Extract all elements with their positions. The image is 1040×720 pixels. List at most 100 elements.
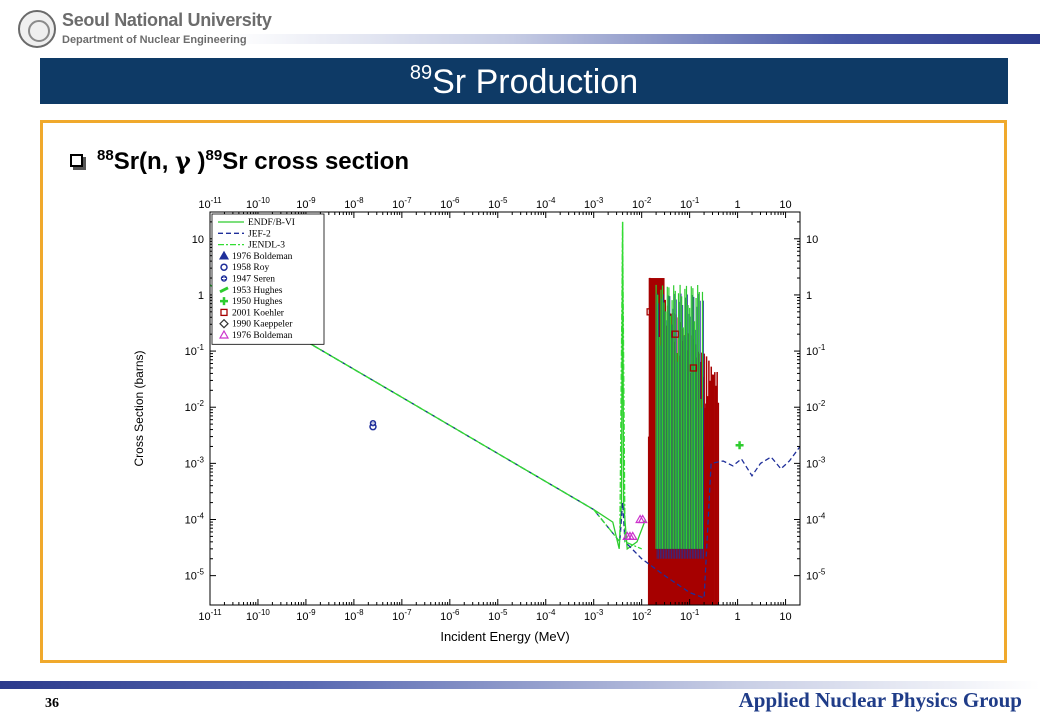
slide-title: 89Sr Production: [40, 58, 1008, 104]
y-tick-label-right: 10: [806, 234, 818, 246]
marker-plus: [735, 441, 744, 450]
x-tick-label-top: 10-10: [246, 196, 270, 211]
x-tick-label-bottom: 10-3: [584, 608, 604, 623]
x-tick-label-bottom: 10-5: [488, 608, 508, 623]
y-tick-label-left: 10-1: [185, 343, 205, 358]
x-tick-label-bottom: 10-7: [392, 608, 412, 623]
x-axis-label: Incident Energy (MeV): [440, 629, 569, 644]
plot-frame: [209, 211, 801, 606]
x-tick-label-top: 10-4: [536, 196, 556, 211]
university-name: Seoul National University: [62, 10, 272, 30]
university-logo: Seoul National University Department of …: [18, 8, 272, 52]
marker-square: [689, 364, 698, 372]
x-tick-label-bottom: 1: [735, 611, 741, 623]
y-tick-label-right: 1: [806, 290, 812, 302]
x-tick-label-bottom: 10-9: [296, 608, 316, 623]
x-tick-label-bottom: 10-11: [198, 608, 222, 623]
bullet-square-icon: [70, 154, 83, 167]
x-tick-label-top: 10-11: [198, 196, 222, 211]
y-tick-label-left: 10-3: [185, 455, 205, 470]
legend-marker: [220, 263, 228, 271]
x-tick-label-top: 10-3: [584, 196, 604, 211]
marker-square: [646, 308, 654, 316]
legend-label: 1976 Boldeman: [232, 252, 293, 262]
header-rule: [228, 34, 1040, 44]
x-tick-label-bottom: 10-1: [680, 608, 700, 623]
y-tick-label-right: 10-3: [806, 455, 825, 470]
marker-triangle-open: [627, 531, 638, 541]
bullet-sup-1: 88: [97, 147, 114, 164]
marker-square: [671, 330, 679, 338]
y-tick-label-right: 10-2: [806, 399, 825, 414]
y-tick-label-right: 10-1: [806, 343, 825, 358]
title-superscript: 89: [409, 62, 433, 84]
legend-label: 1947 Seren: [232, 275, 275, 285]
y-tick-label-right: 10-4: [806, 512, 825, 527]
x-tick-label-top: 10: [779, 199, 791, 211]
bullet-text-3: Sr cross section: [222, 148, 409, 175]
resonance-region: [647, 277, 720, 605]
bullet-text-2: ): [190, 148, 206, 175]
x-tick-label-top: 10-7: [392, 196, 412, 211]
title-text: Sr Production: [432, 63, 639, 101]
y-tick-label-right: 10-5: [806, 568, 825, 583]
bullet-text-1: Sr(n,: [113, 148, 176, 175]
x-tick-label-top: 10-9: [296, 196, 316, 211]
x-tick-label-bottom: 10-10: [246, 608, 270, 623]
x-tick-label-top: 10-5: [488, 196, 508, 211]
y-tick-label-left: 10-2: [185, 399, 205, 414]
x-tick-label-bottom: 10: [779, 611, 791, 623]
page-number: 36: [45, 696, 59, 711]
x-tick-label-bottom: 10-8: [344, 608, 364, 623]
bullet-gamma: γ: [175, 146, 191, 175]
legend-label: JENDL-3: [248, 241, 285, 251]
axis-ticks: 10-1110-1110-1010-1010-910-910-810-810-7…: [185, 196, 825, 623]
legend-label: 1990 Kaeppeler: [232, 320, 293, 330]
legend-marker: [218, 250, 230, 260]
series-line-0: [209, 221, 647, 551]
legend-label: 2001 Koehler: [232, 308, 285, 318]
x-tick-label-top: 1: [735, 199, 741, 211]
series-line-1: [209, 284, 801, 599]
legend-label: 1953 Hughes: [232, 286, 283, 296]
y-tick-label-left: 10-5: [185, 568, 205, 583]
y-axis-label: Cross Section (barns): [132, 350, 146, 466]
x-tick-label-top: 10-6: [440, 196, 460, 211]
marker-triangle-open: [637, 514, 648, 524]
footer-rule: [0, 681, 1040, 689]
series-lines: [209, 221, 801, 599]
x-tick-label-bottom: 10-6: [440, 608, 460, 623]
marker-cross-circle: [370, 421, 375, 426]
y-tick-label-left: 10-4: [185, 512, 205, 527]
content-frame: [40, 120, 1007, 663]
legend-box: [211, 213, 325, 345]
x-tick-label-bottom: 10-2: [632, 608, 652, 623]
y-tick-label-left: 1: [198, 290, 204, 302]
legend-label: JEF-2: [248, 229, 271, 239]
legend-marker: [218, 329, 230, 339]
legend-marker: [219, 286, 229, 294]
x-tick-label-bottom: 10-4: [536, 608, 556, 623]
department-name: Department of Nuclear Engineering: [62, 34, 247, 46]
bullet-sup-2: 89: [205, 147, 223, 164]
experiment-markers: [369, 308, 744, 541]
legend-marker: [219, 318, 229, 329]
bullet-point: 88Sr(n, γ )89Sr cross section: [70, 146, 409, 176]
legend-label: 1950 Hughes: [232, 297, 283, 307]
marker-square: [705, 403, 713, 411]
legend-label: 1976 Boldeman: [232, 331, 293, 341]
legend-marker: [222, 276, 226, 281]
cross-section-chart: 10-1110-1110-1010-1010-910-910-810-810-7…: [132, 196, 825, 644]
x-tick-label-top: 10-1: [680, 196, 700, 211]
legend-marker: [220, 308, 228, 317]
y-tick-label-left: 10: [192, 234, 204, 246]
group-name: Applied Nuclear Physics Group: [738, 688, 1022, 712]
university-seal-icon: [18, 10, 56, 48]
x-tick-label-top: 10-2: [632, 196, 652, 211]
series-line-2: [209, 221, 642, 550]
x-tick-label-top: 10-8: [344, 196, 364, 211]
legend-marker: [220, 297, 228, 306]
legend-label: 1958 Roy: [232, 263, 269, 273]
legend-label: ENDF/B-VI: [248, 218, 295, 228]
